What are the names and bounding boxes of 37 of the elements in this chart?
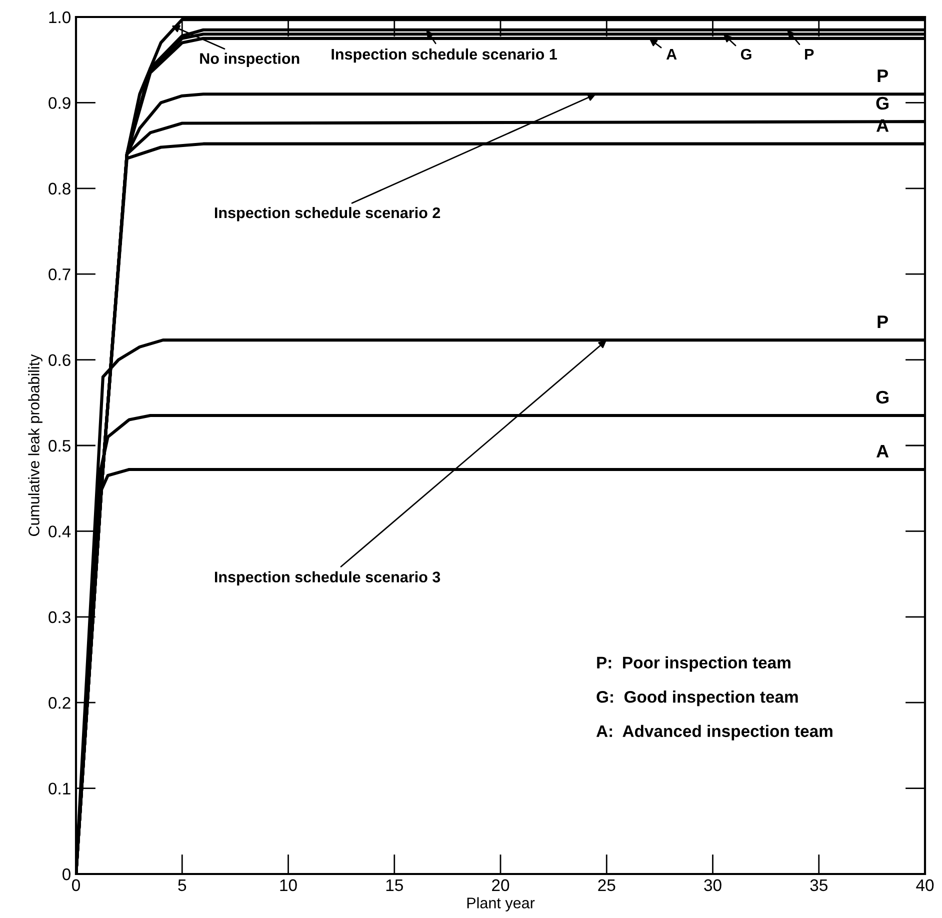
annotation: P bbox=[805, 49, 814, 60]
x-tick-label: 35 bbox=[810, 879, 828, 892]
y-tick-label: 0.4 bbox=[48, 526, 71, 538]
y-tick-label: 0 bbox=[62, 868, 70, 880]
annotation: P bbox=[878, 316, 888, 328]
x-tick-label: 20 bbox=[492, 879, 510, 892]
x-tick-label: 30 bbox=[704, 879, 722, 892]
x-tick-label: 40 bbox=[916, 879, 934, 892]
y-tick-label: 0.3 bbox=[48, 611, 70, 624]
annotation: A: Advanced inspection team bbox=[596, 724, 832, 740]
annotation: No inspection bbox=[200, 52, 300, 67]
annotation: A bbox=[876, 444, 889, 458]
x-axis-title: Plant year bbox=[467, 897, 535, 912]
annotation: Inspection schedule scenario 2 bbox=[214, 206, 440, 222]
y-axis-title: Cumulative leak probability bbox=[28, 354, 42, 536]
y-tick-label: 0.2 bbox=[48, 697, 70, 709]
annotation: G bbox=[876, 390, 888, 404]
annotation: G: Good inspection team bbox=[596, 690, 798, 706]
annotation: A bbox=[666, 49, 677, 60]
y-tick-label: 0.6 bbox=[48, 354, 70, 366]
y-tick-label: 0.9 bbox=[48, 97, 70, 109]
y-tick-label: 0.1 bbox=[48, 782, 70, 795]
x-tick-label: 5 bbox=[178, 879, 186, 892]
x-tick-label: 25 bbox=[598, 879, 616, 892]
annotation: G bbox=[740, 48, 752, 60]
annotation: P: Poor inspection team bbox=[597, 656, 790, 672]
y-tick-label: 1.0 bbox=[49, 11, 70, 24]
x-tick-label: 0 bbox=[72, 879, 80, 892]
annotation: P bbox=[878, 70, 888, 82]
annotation: Inspection schedule scenario 1 bbox=[332, 48, 557, 63]
y-tick-label: 0.7 bbox=[48, 268, 70, 280]
x-tick-label: 15 bbox=[386, 879, 403, 892]
x-tick-label: 10 bbox=[280, 879, 297, 892]
y-tick-label: 0.8 bbox=[48, 182, 70, 195]
y-tick-label: 0.5 bbox=[48, 440, 70, 452]
annotation: G bbox=[876, 96, 888, 110]
annotation: Inspection schedule scenario 3 bbox=[214, 571, 440, 586]
